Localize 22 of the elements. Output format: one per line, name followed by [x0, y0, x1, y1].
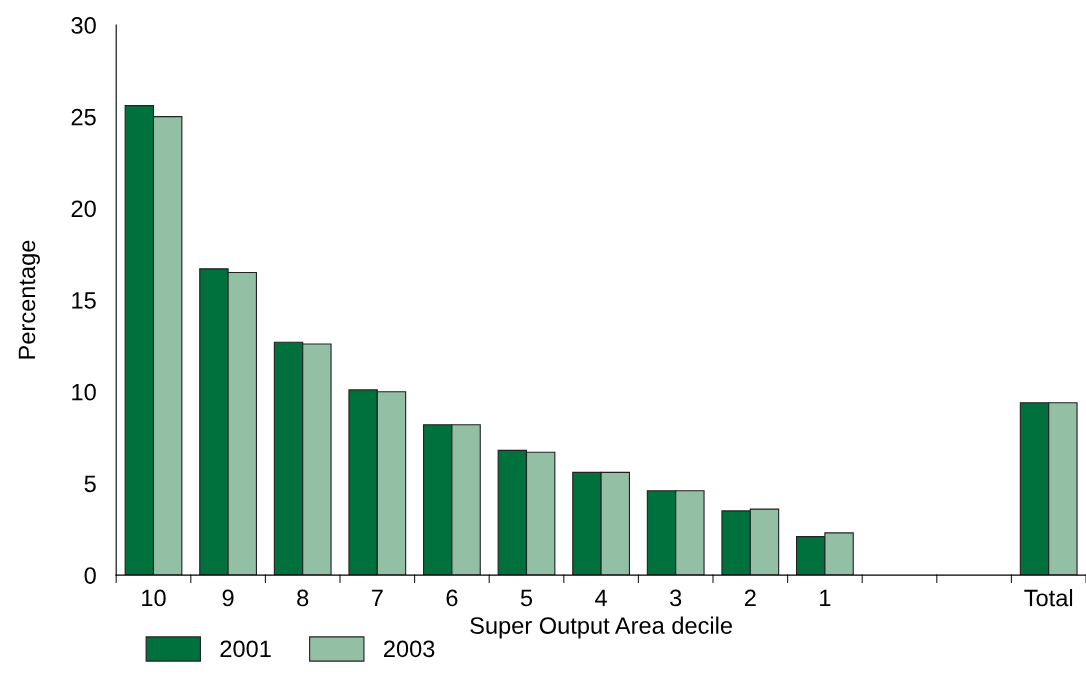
x-tick-label: 10	[142, 589, 166, 607]
y-axis-title: Percentage	[18, 240, 40, 359]
x-axis-title: Super Output Area decile	[470, 616, 732, 639]
x-tick-label: 1	[820, 589, 831, 607]
y-tick-label: 15	[72, 292, 96, 309]
x-tick-label: 8	[297, 589, 309, 607]
y-tick-label: 10	[72, 383, 96, 401]
x-tick-label: 3	[670, 589, 682, 607]
legend-label: 2001	[220, 640, 271, 658]
x-tick-label: 9	[222, 589, 234, 607]
y-tick-label: 30	[71, 17, 96, 34]
x-tick-label: 7	[371, 589, 383, 607]
x-tick-label: 2	[744, 589, 756, 607]
x-tick-label: 4	[595, 589, 607, 607]
legend-label: 2003	[384, 640, 435, 658]
y-tick-label: 25	[71, 108, 96, 126]
y-tick-label: 5	[84, 475, 96, 493]
x-tick-label: 6	[446, 589, 458, 607]
y-tick-label: 20	[71, 200, 96, 218]
x-tick-label: 5	[520, 589, 533, 607]
y-tick-label: 0	[84, 567, 96, 584]
x-tick-label: Total	[1024, 588, 1073, 607]
